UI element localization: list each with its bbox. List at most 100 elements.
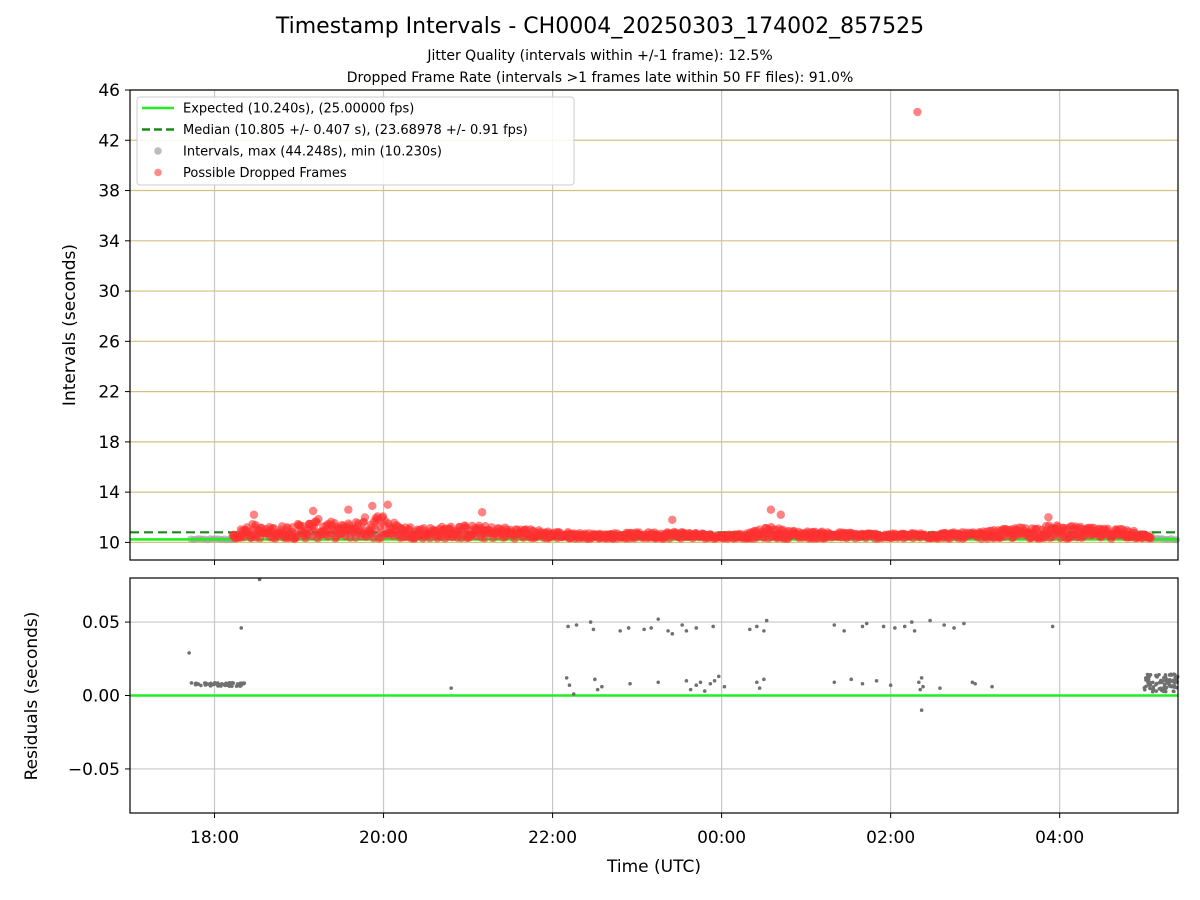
residual-point	[864, 621, 869, 626]
residual-point	[649, 626, 653, 630]
intervals-ytick-label: 34	[98, 232, 120, 252]
x-axis-label: Time (UTC)	[606, 857, 701, 877]
residual-point	[204, 682, 209, 686]
residual-point	[919, 676, 924, 680]
residual-point	[1160, 679, 1165, 683]
residual-point	[595, 687, 600, 692]
dropped-frame-point	[766, 505, 776, 514]
residual-point	[1142, 687, 1147, 692]
residual-point	[942, 623, 946, 627]
dropped-frame-point	[913, 107, 922, 117]
residual-point	[1168, 679, 1173, 684]
residual-point	[588, 620, 593, 624]
dropped-frame-point	[383, 500, 392, 509]
residual-point	[938, 686, 942, 690]
chart-subtitle-dropped: Dropped Frame Rate (intervals >1 frames …	[346, 70, 854, 86]
residual-point	[656, 617, 661, 621]
residual-point	[684, 629, 689, 633]
residual-point	[187, 651, 191, 655]
residual-point	[970, 680, 975, 685]
residual-point	[881, 624, 886, 629]
residual-point	[1163, 689, 1168, 694]
dropped-frame-point	[1146, 533, 1155, 543]
residual-point	[917, 680, 921, 685]
residual-point	[684, 679, 689, 683]
residual-point	[1173, 679, 1178, 684]
legend-label: Expected (10.240s), (25.00000 fps)	[183, 102, 414, 117]
residual-point	[755, 624, 759, 629]
residual-point	[902, 624, 907, 629]
residual-point	[208, 682, 213, 686]
intervals-ytick-label: 26	[98, 332, 120, 352]
intervals-ytick-label: 30	[98, 282, 120, 302]
residual-point	[722, 684, 727, 689]
residual-point	[1150, 687, 1155, 692]
residuals-ytick-label: 0.00	[82, 687, 120, 707]
residual-point	[1146, 678, 1150, 682]
residual-point	[912, 629, 917, 633]
residual-point	[1171, 689, 1176, 693]
dropped-frame-point	[776, 510, 785, 519]
residual-point	[860, 681, 865, 686]
residual-point	[755, 680, 759, 685]
residual-point	[919, 708, 924, 712]
dropped-frame-point	[406, 523, 415, 532]
residual-point	[220, 681, 224, 686]
residual-point	[241, 682, 246, 686]
intervals-ytick-label: 18	[98, 433, 120, 453]
residual-point	[189, 681, 194, 685]
residuals-ytick-label: −0.05	[68, 760, 120, 780]
residual-point	[1154, 681, 1159, 686]
residuals-axis: 18:00 20:00 22:00 00:00 02:00 04:00 −0.05 0.00 0…	[68, 613, 1084, 848]
intervals-data	[130, 107, 1181, 544]
intervals-ytick-label: 10	[98, 533, 120, 553]
residual-point	[874, 679, 879, 683]
x-tick-label: 02:00	[866, 828, 915, 848]
residual-point	[702, 689, 707, 693]
residual-point	[698, 680, 703, 685]
dropped-frame-point	[368, 501, 377, 511]
residual-point	[909, 620, 914, 624]
residual-point	[618, 629, 622, 633]
residual-point	[973, 681, 977, 686]
residual-point	[227, 684, 232, 688]
intervals-ytick-label: 14	[98, 483, 120, 503]
x-tick-label: 20:00	[359, 828, 408, 848]
intervals-ytick-label: 38	[98, 182, 120, 202]
residual-point	[680, 623, 684, 627]
dropped-frame-point	[360, 513, 370, 522]
residual-point	[711, 624, 715, 629]
dropped-frame-point	[314, 514, 323, 524]
residual-point	[860, 624, 865, 629]
residual-point	[564, 676, 569, 680]
residual-point	[1157, 687, 1162, 691]
residual-point	[567, 683, 572, 688]
residual-point	[593, 677, 597, 682]
residuals-data	[130, 577, 1180, 712]
intervals-plot-frame	[129, 89, 1179, 561]
residual-point	[230, 684, 234, 688]
residual-point	[921, 684, 925, 689]
residual-point	[688, 687, 693, 692]
legend-label: Possible Dropped Frames	[183, 166, 347, 181]
dropped-frame-point	[308, 506, 318, 516]
residual-point	[694, 626, 699, 630]
residual-point	[574, 623, 579, 627]
residual-point	[832, 680, 837, 685]
x-tick-label: 18:00	[190, 828, 239, 848]
chart-subtitle-jitter: Jitter Quality (intervals within +/-1 fr…	[427, 48, 773, 64]
residual-point	[1162, 682, 1167, 687]
residuals-ylabel: Residuals (seconds)	[22, 612, 42, 781]
residual-point	[571, 692, 576, 696]
legend-box	[136, 96, 575, 186]
residual-point	[566, 624, 570, 629]
residual-point	[193, 682, 198, 687]
residual-point	[762, 677, 766, 682]
intervals-ytick-label: 22	[98, 383, 120, 403]
residual-point	[990, 684, 994, 689]
dropped-frame-point	[477, 508, 487, 517]
residual-point	[224, 681, 228, 686]
residual-point	[842, 629, 846, 633]
intervals-ytick-label: 46	[98, 81, 120, 101]
residual-point	[591, 627, 596, 632]
